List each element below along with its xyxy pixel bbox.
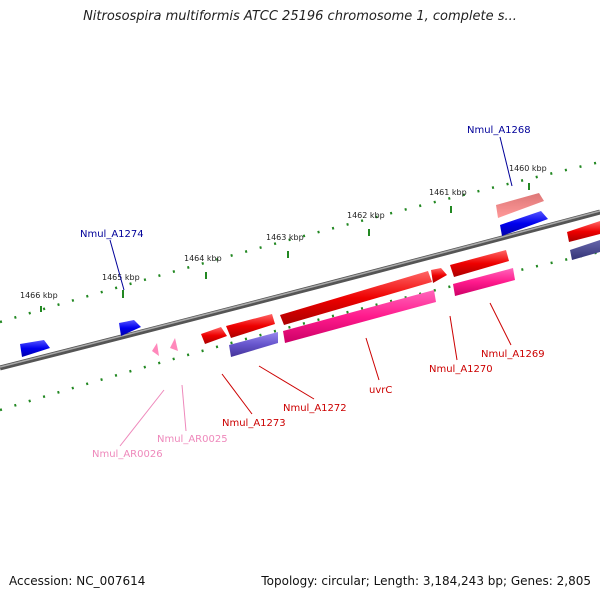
major-ticks (40, 183, 530, 312)
gene-small-forward (431, 268, 447, 283)
map-title: Nitrosospira multiformis ATCC 25196 chro… (83, 9, 517, 24)
kbp-label-1462: 1462 kbp (347, 211, 385, 220)
label-nmul-a1272[interactable]: Nmul_A1272 (283, 403, 347, 414)
callout-nmul-a1268 (499, 136, 513, 187)
outer-tick-ring (0, 160, 600, 324)
callout-nmul-a1274 (109, 239, 125, 291)
gene-nmul-a1269 (450, 250, 509, 277)
callout-nmul-a1273 (221, 373, 253, 415)
gene-nmul-a1273 (201, 327, 227, 344)
kbp-label-1463: 1463 kbp (266, 233, 304, 242)
gene-uvrc (280, 271, 432, 325)
callout-nmul-a1269 (489, 302, 512, 346)
gene-nmul-a1272-cds (229, 332, 278, 357)
genome-summary-text: Topology: circular; Length: 3,184,243 bp… (261, 574, 591, 588)
kbp-label-1464: 1464 kbp (184, 254, 222, 263)
gene-nmul-a1272 (226, 314, 275, 338)
genome-backbone (0, 209, 600, 371)
callout-nmul-ar0025 (181, 384, 187, 432)
gene-nmul-a1268-cds (496, 193, 544, 218)
gene-reverse-block (119, 320, 141, 336)
gene-reverse-block (20, 340, 50, 357)
label-nmul-ar0025[interactable]: Nmul_AR0025 (157, 434, 228, 445)
gene-uvrc-cds (283, 290, 436, 343)
label-nmul-a1273[interactable]: Nmul_A1273 (222, 418, 286, 429)
label-nmul-ar0026[interactable]: Nmul_AR0026 (92, 449, 163, 460)
gene-nmul-a1268 (500, 211, 548, 236)
label-nmul-a1269[interactable]: Nmul_A1269 (481, 349, 545, 360)
label-nmul-a1268[interactable]: Nmul_A1268 (467, 125, 531, 136)
gene-right-edge-cds (570, 240, 600, 260)
gene-right-edge (567, 221, 600, 242)
accession-text: Accession: NC_007614 (9, 574, 146, 588)
label-nmul-a1274[interactable]: Nmul_A1274 (80, 229, 144, 240)
rna-nmul-ar0026 (152, 343, 159, 356)
rna-nmul-ar0025 (170, 338, 178, 351)
callout-nmul-a1272 (258, 365, 315, 400)
gene-nmul-a1269-cds (453, 268, 515, 296)
callout-nmul-a1270 (449, 315, 458, 361)
callout-nmul-ar0026 (119, 389, 165, 447)
kbp-label-1466: 1466 kbp (20, 291, 58, 300)
kbp-label-1460: 1460 kbp (509, 164, 547, 173)
callout-uvrc (365, 337, 380, 381)
label-uvrc[interactable]: uvrC (369, 385, 392, 396)
label-nmul-a1270[interactable]: Nmul_A1270 (429, 364, 493, 375)
kbp-label-1461: 1461 kbp (429, 188, 467, 197)
